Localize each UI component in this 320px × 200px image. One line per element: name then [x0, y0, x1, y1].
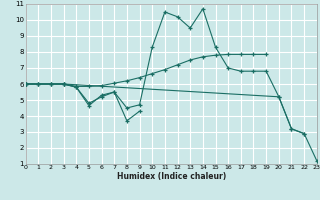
X-axis label: Humidex (Indice chaleur): Humidex (Indice chaleur)	[116, 172, 226, 181]
